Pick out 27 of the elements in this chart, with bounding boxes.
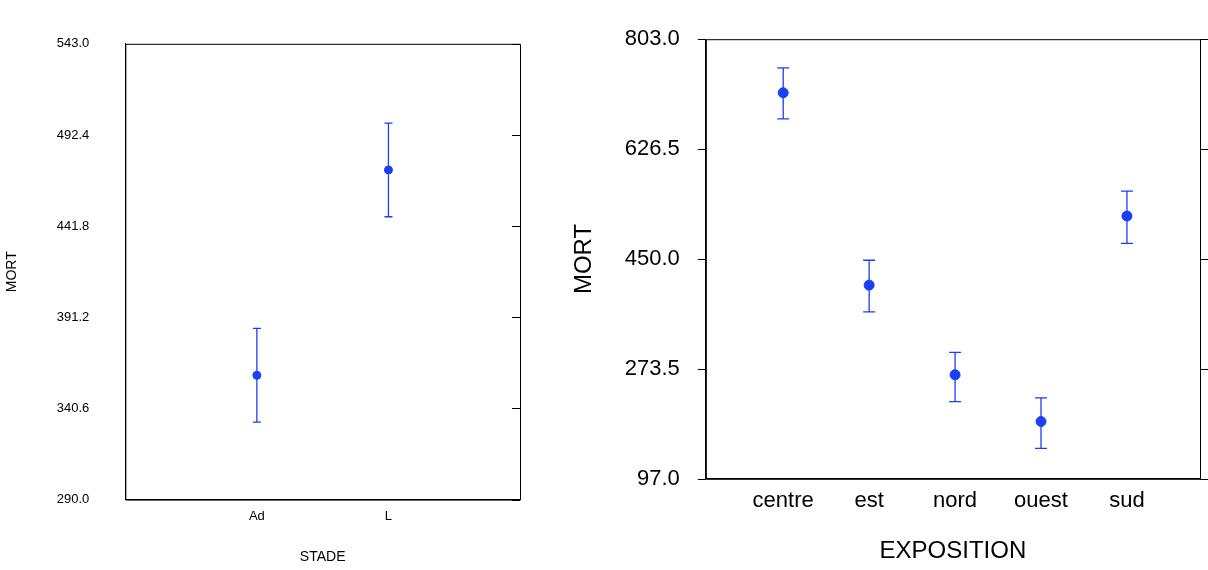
point <box>863 279 875 291</box>
x-tick-label: Ad <box>248 507 265 523</box>
y-tick-label: 626.5 <box>624 135 680 161</box>
y-axis-title: MORT <box>569 223 597 295</box>
x-tick-label: ouest <box>1014 487 1068 513</box>
x-axis-title: STADE <box>299 548 346 565</box>
x-tick-label: est <box>854 487 884 513</box>
y-tick-label: 340.6 <box>56 400 90 416</box>
x-tick-label: L <box>384 507 393 523</box>
y-tick-label: 803.0 <box>624 25 680 51</box>
y-tick-label: 273.5 <box>624 354 680 380</box>
y-tick-label: 290.0 <box>56 491 90 507</box>
y-tick-label: 441.8 <box>56 217 90 233</box>
x-tick-label: sud <box>1109 487 1145 513</box>
y-tick-label: 450.0 <box>624 245 680 271</box>
y-tick-label: 391.2 <box>56 308 90 324</box>
y-tick-label: 492.4 <box>56 126 90 142</box>
x-axis-title: EXPOSITION <box>879 536 1027 564</box>
y-tick-label: 97.0 <box>637 464 680 490</box>
x-tick-label: nord <box>933 487 978 513</box>
point <box>777 87 789 99</box>
point <box>1121 210 1133 222</box>
y-tick-label: 543.0 <box>56 35 90 51</box>
y-axis-title: MORT <box>3 250 20 293</box>
point <box>949 369 961 381</box>
x-tick-label: centre <box>752 487 814 513</box>
point <box>1035 416 1047 428</box>
